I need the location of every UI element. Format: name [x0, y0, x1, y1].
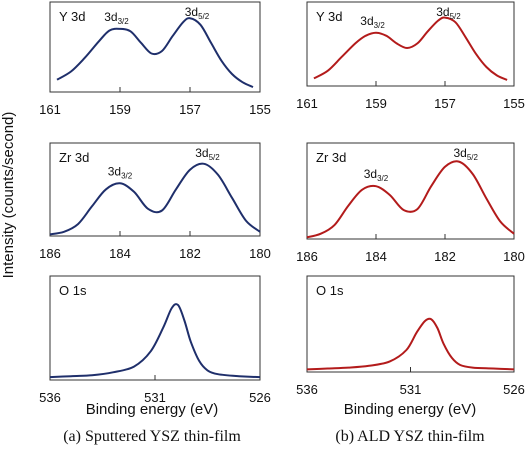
x-tick-label-zr3d-a: 182 [179, 246, 201, 261]
x-tick-label-zr3d-a: 186 [39, 246, 61, 261]
x-tick-label-y3d-b: 157 [434, 96, 456, 111]
peak-label-zr3d-b: 3d3/2 [364, 167, 389, 183]
peak-label-y3d-a: 3d3/2 [104, 10, 129, 26]
x-tick-label-o1s-a: 531 [144, 390, 166, 405]
x-tick-label-y3d-b: 161 [296, 96, 318, 111]
peak-label-y3d-b: 3d3/2 [360, 14, 385, 30]
spectrum-line-o1s-a [49, 303, 261, 379]
x-tick-label-y3d-a: 161 [39, 102, 61, 117]
peak-label-zr3d-b: 3d5/2 [453, 146, 478, 162]
x-tick-label-zr3d-b: 186 [296, 249, 318, 264]
spectrum-line-zr3d-b [306, 160, 515, 239]
spectra-panels: 161 159 157 155 Y 3d 3d3/2 3d5/2 161 159 157 155 Y … [39, 1, 525, 405]
panel-label-o1s-b: O 1s [316, 283, 344, 298]
panel-label-y3d-b: Y 3d [316, 9, 343, 24]
y-axis-title: Intensity (counts/second) [0, 112, 17, 279]
x-tick-label-y3d-a: 157 [179, 102, 201, 117]
x-tick-label-o1s-b: 531 [400, 382, 422, 397]
x-tick-label-zr3d-b: 184 [365, 249, 387, 264]
x-tick-label-o1s-a: 526 [249, 390, 271, 405]
x-axis-title-b: Binding energy (eV) [344, 401, 477, 418]
x-tick-label-zr3d-b: 180 [503, 249, 525, 264]
panel-frame-zr3d-b [306, 142, 515, 240]
x-tick-label-o1s-b: 536 [296, 382, 318, 397]
x-tick-label-o1s-a: 536 [39, 390, 61, 405]
panel-frame-y3d-a [49, 1, 261, 93]
panel-label-zr3d-b: Zr 3d [316, 150, 346, 165]
peak-label-zr3d-a: 3d3/2 [108, 164, 133, 180]
x-tick-label-zr3d-a: 180 [249, 246, 271, 261]
x-axis-title-a: Binding energy (eV) [86, 401, 219, 418]
x-tick-label-o1s-b: 526 [503, 382, 525, 397]
peak-label-y3d-a: 3d5/2 [185, 5, 210, 21]
peak-label-y3d-b: 3d5/2 [436, 5, 461, 21]
x-tick-label-y3d-a: 159 [109, 102, 131, 117]
x-tick-label-zr3d-a: 184 [109, 246, 131, 261]
spectrum-line-y3d-a [56, 17, 254, 89]
caption-a: (a) Sputtered YSZ thin-film [63, 428, 241, 445]
spectrum-line-y3d-b [313, 16, 508, 81]
spectrum-line-o1s-b [306, 317, 515, 371]
x-tick-label-zr3d-b: 182 [434, 249, 456, 264]
caption-b: (b) ALD YSZ thin-film [335, 428, 485, 445]
panel-label-o1s-a: O 1s [59, 283, 87, 298]
x-tick-label-y3d-a: 155 [249, 102, 271, 117]
panel-label-zr3d-a: Zr 3d [59, 150, 89, 165]
panel-frame-zr3d-a [49, 142, 261, 237]
panel-label-y3d-a: Y 3d [59, 9, 86, 24]
peak-label-zr3d-a: 3d5/2 [195, 146, 220, 162]
panel-frame-y3d-b [306, 1, 515, 87]
x-tick-label-y3d-b: 155 [503, 96, 525, 111]
x-tick-label-y3d-b: 159 [365, 96, 387, 111]
spectrum-line-zr3d-a [49, 162, 261, 236]
